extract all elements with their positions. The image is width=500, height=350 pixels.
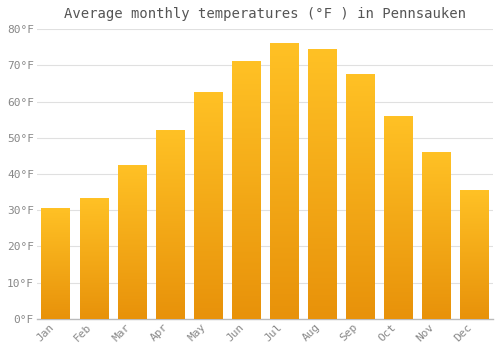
Title: Average monthly temperatures (°F ) in Pennsauken: Average monthly temperatures (°F ) in Pe… [64, 7, 466, 21]
